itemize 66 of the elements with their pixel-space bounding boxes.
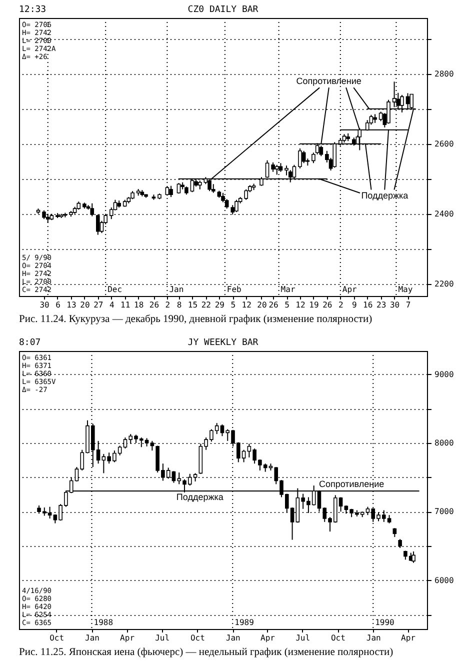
x-tick-label: Jul bbox=[296, 634, 310, 642]
x-tick-label: Oct bbox=[190, 634, 206, 642]
x-tick-label: 26 bbox=[268, 300, 279, 310]
x-tick-label: 11 bbox=[120, 300, 130, 310]
x-tick-label: Apr bbox=[120, 634, 135, 642]
x-tick-label: 16 bbox=[363, 300, 373, 310]
y-tick-label: 2200 bbox=[434, 279, 454, 288]
x-tick-label: 23 bbox=[376, 300, 386, 310]
x-tick-label: 8 bbox=[176, 300, 182, 310]
ref-line-label: 1988 bbox=[94, 618, 114, 627]
x-tick-label: 13 bbox=[66, 300, 76, 310]
x-tick-label: 2 bbox=[165, 300, 170, 310]
text: 12:33 bbox=[19, 5, 46, 15]
x-tick-label: 4 bbox=[109, 300, 114, 310]
annotation: Поддержка bbox=[176, 492, 224, 502]
x-tick-label: 19 bbox=[309, 300, 319, 310]
y-tick-label: 7000 bbox=[434, 507, 454, 516]
x-tick-label: 7 bbox=[406, 300, 411, 310]
y-tick-label: 9000 bbox=[434, 370, 454, 379]
y-tick-label: 2600 bbox=[434, 139, 454, 148]
x-tick-label: Jan bbox=[366, 634, 382, 642]
y-tick-label: 6000 bbox=[434, 576, 454, 585]
x-tick-label: 26 bbox=[149, 300, 160, 310]
x-tick-label: Jul bbox=[155, 634, 170, 642]
ref-line-label: Dec bbox=[108, 285, 122, 294]
annotation: Поддержка bbox=[361, 190, 408, 200]
text: 8:07 bbox=[19, 338, 41, 348]
x-tick-label: 18 bbox=[134, 300, 144, 310]
y-tick-label: 8000 bbox=[434, 438, 454, 448]
ref-line-label: 1990 bbox=[375, 618, 395, 627]
x-tick-label: Jan bbox=[226, 634, 241, 642]
x-tick-label: Apr bbox=[401, 634, 416, 642]
ref-line-label: May bbox=[398, 285, 413, 294]
x-tick-label: 30 bbox=[40, 300, 50, 310]
x-tick-label: 22 bbox=[201, 300, 212, 310]
annotation: Сопротивление bbox=[296, 76, 362, 86]
chart-title: CZ0 DAILY BAR bbox=[188, 5, 259, 15]
x-tick-label: 9 bbox=[352, 300, 357, 310]
x-tick-label: 5 bbox=[230, 300, 236, 310]
x-tick-label: 30 bbox=[390, 300, 400, 310]
x-tick-label: Oct bbox=[50, 634, 64, 642]
ref-line-label: Mar bbox=[280, 285, 296, 294]
x-tick-label: Jan bbox=[85, 634, 100, 642]
x-tick-label: 26 bbox=[322, 300, 332, 310]
text: Рис. 11.25. Японская иена (фьючерс) — недельный график (изменение полярности) bbox=[19, 647, 394, 658]
x-tick-label: 15 bbox=[188, 300, 198, 310]
ref-line-label: 1989 bbox=[234, 618, 254, 627]
x-tick-label: 27 bbox=[94, 300, 104, 310]
x-tick-label: 12 bbox=[296, 300, 306, 310]
x-tick-label: 6 bbox=[56, 300, 61, 310]
ref-line-label: Apr bbox=[342, 285, 358, 294]
x-tick-label: 29 bbox=[214, 300, 225, 310]
x-tick-label: Apr bbox=[260, 634, 276, 642]
y-tick-label: 2800 bbox=[434, 69, 454, 78]
x-tick-label: Oct bbox=[330, 634, 346, 642]
x-tick-label: 12 bbox=[242, 300, 252, 310]
y-tick-label: 2400 bbox=[434, 209, 454, 218]
ref-line-label: Feb bbox=[226, 285, 242, 294]
text: Рис. 11.24. Кукуруза — декабрь 1990, дневной график (изменение полярности) bbox=[19, 314, 373, 325]
x-tick-label: 20 bbox=[80, 300, 90, 310]
x-tick-label: 2 bbox=[338, 300, 344, 310]
annotation: Сопротивление bbox=[318, 479, 384, 490]
chart-title: JY WEEKLY BAR bbox=[188, 338, 259, 348]
ref-line-label: Jan bbox=[169, 285, 184, 294]
x-tick-label: 20 bbox=[257, 300, 267, 310]
x-tick-label: 5 bbox=[284, 300, 290, 310]
